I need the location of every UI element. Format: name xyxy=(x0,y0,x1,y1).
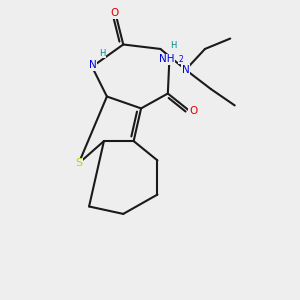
Text: S: S xyxy=(75,158,82,168)
Text: N: N xyxy=(89,60,97,70)
Text: H: H xyxy=(171,41,177,50)
Text: H: H xyxy=(99,49,106,58)
Text: NH: NH xyxy=(159,54,174,64)
Text: O: O xyxy=(189,106,197,116)
Text: O: O xyxy=(110,8,118,18)
Text: N: N xyxy=(182,65,190,75)
Text: 2: 2 xyxy=(178,55,183,64)
